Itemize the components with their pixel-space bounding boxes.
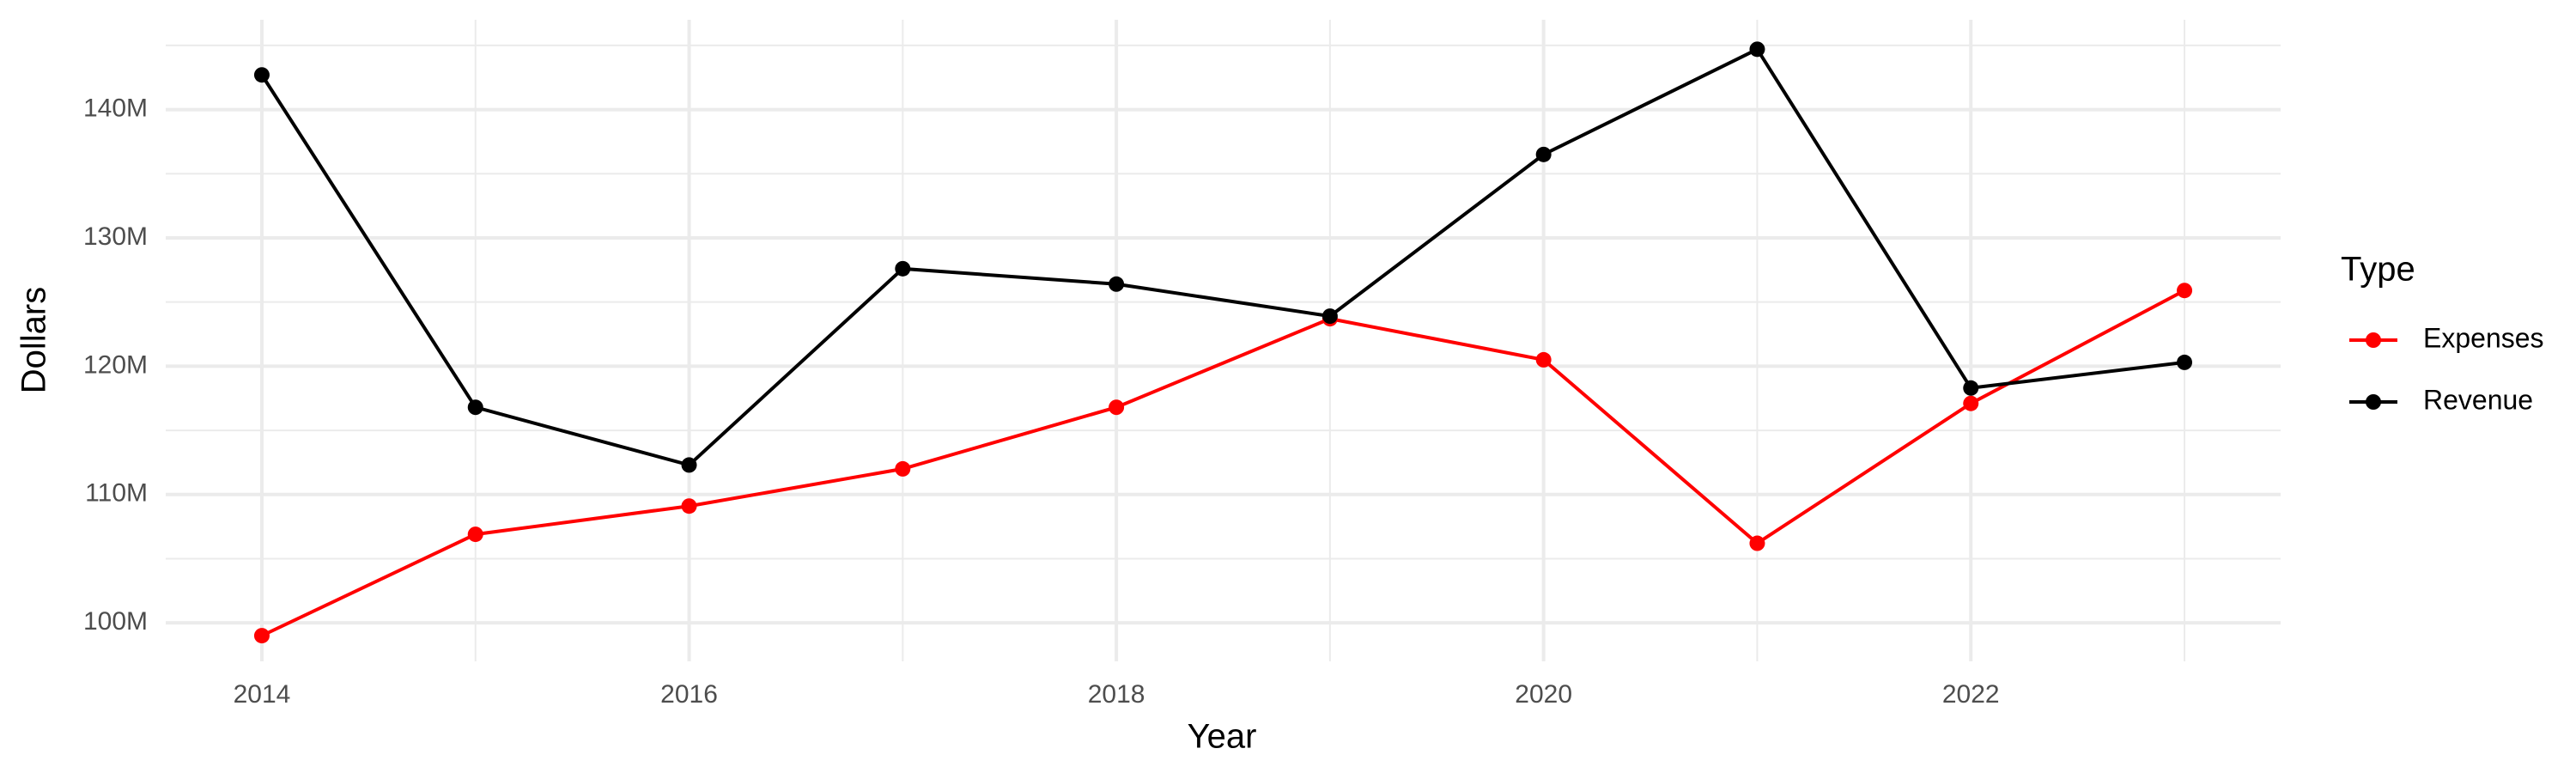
- data-point: [1321, 308, 1338, 325]
- x-tick-label: 2022: [1942, 680, 2000, 709]
- data-point: [253, 628, 270, 644]
- data-point: [253, 67, 270, 83]
- x-axis-title: Year: [1188, 718, 1257, 756]
- data-point: [1109, 399, 1125, 416]
- data-point: [1535, 351, 1552, 368]
- data-point: [2177, 354, 2193, 370]
- y-tick-label: 130M: [83, 222, 148, 251]
- x-tick-label: 2014: [234, 680, 291, 709]
- x-tick-label: 2020: [1515, 680, 1572, 709]
- data-point: [895, 260, 911, 277]
- legend-key-point: [2366, 394, 2381, 410]
- data-point: [1535, 146, 1552, 162]
- series-line: [260, 46, 2185, 467]
- x-tick-label: 2018: [1088, 680, 1145, 709]
- data-point: [2177, 283, 2193, 299]
- data-point: [895, 460, 911, 477]
- legend-label: Revenue: [2423, 384, 2533, 415]
- data-point: [1749, 41, 1765, 58]
- y-tick-label: 120M: [83, 350, 148, 379]
- legend-title: Type: [2341, 251, 2415, 289]
- x-tick-label: 2016: [660, 680, 718, 709]
- y-tick-label: 110M: [85, 479, 148, 508]
- data-point: [1963, 380, 1979, 396]
- series-line: [261, 289, 2185, 637]
- data-point: [681, 498, 697, 514]
- data-point: [681, 457, 697, 473]
- legend-key-point: [2366, 332, 2381, 348]
- data-point: [467, 399, 483, 416]
- y-axis-title: Dollars: [15, 287, 53, 393]
- y-tick-label: 100M: [83, 607, 148, 636]
- data-point: [1109, 276, 1125, 292]
- y-tick-label: 140M: [83, 94, 148, 123]
- data-point: [1749, 535, 1765, 551]
- data-point: [1963, 395, 1979, 411]
- legend-label: Expenses: [2423, 322, 2544, 353]
- data-point: [467, 526, 483, 543]
